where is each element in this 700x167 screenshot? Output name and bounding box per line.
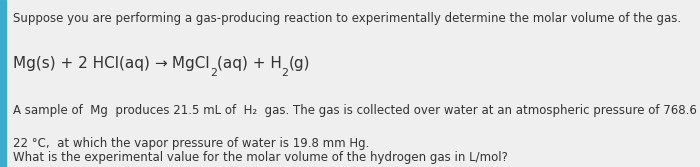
Bar: [0, 0, 6, 167]
Text: (g): (g): [288, 56, 310, 71]
Text: Suppose you are performing a gas-producing reaction to experimentally determine : Suppose you are performing a gas-produci…: [13, 12, 680, 25]
Text: MgCl: MgCl: [167, 56, 210, 71]
Text: (aq) + H: (aq) + H: [216, 56, 281, 71]
Text: →: →: [154, 56, 167, 71]
Text: 2: 2: [281, 68, 288, 78]
Text: 22 °C,  at which the vapor pressure of water is 19.8 mm Hg.: 22 °C, at which the vapor pressure of wa…: [13, 137, 369, 150]
Text: What is the experimental value for the molar volume of the hydrogen gas in L/mol: What is the experimental value for the m…: [13, 151, 508, 164]
Text: Mg(s) + 2 HCl(aq): Mg(s) + 2 HCl(aq): [13, 56, 154, 71]
Text: A sample of  Mg  produces 21.5 mL of  H₂  gas. The gas is collected over water a: A sample of Mg produces 21.5 mL of H₂ ga…: [13, 104, 700, 117]
Text: 2: 2: [210, 68, 216, 78]
